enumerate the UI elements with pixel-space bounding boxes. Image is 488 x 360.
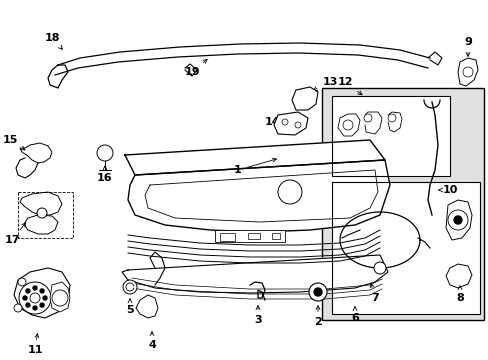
Circle shape xyxy=(282,119,287,125)
Bar xyxy=(321,88,483,320)
Circle shape xyxy=(308,283,326,301)
Circle shape xyxy=(278,180,302,204)
Circle shape xyxy=(313,288,321,296)
Text: 3: 3 xyxy=(254,306,261,325)
Text: 18: 18 xyxy=(44,33,62,49)
Polygon shape xyxy=(445,200,471,240)
Circle shape xyxy=(462,67,472,77)
Text: 6: 6 xyxy=(350,307,358,323)
Polygon shape xyxy=(273,112,307,135)
Circle shape xyxy=(447,210,467,230)
Polygon shape xyxy=(20,192,62,215)
Polygon shape xyxy=(24,215,58,234)
Circle shape xyxy=(123,280,137,294)
Polygon shape xyxy=(125,140,384,175)
Text: 11: 11 xyxy=(27,334,42,355)
Text: 9: 9 xyxy=(463,37,471,56)
Bar xyxy=(220,233,235,241)
Circle shape xyxy=(26,303,30,307)
Text: 15: 15 xyxy=(2,135,25,150)
Polygon shape xyxy=(337,114,359,136)
Text: 8: 8 xyxy=(455,286,463,303)
Text: 1: 1 xyxy=(234,158,276,175)
Circle shape xyxy=(26,289,30,293)
Text: 12: 12 xyxy=(337,77,361,95)
Bar xyxy=(247,233,260,239)
Circle shape xyxy=(33,306,37,310)
Text: 13: 13 xyxy=(313,77,337,90)
Text: 7: 7 xyxy=(369,284,378,303)
Bar xyxy=(271,233,280,239)
Polygon shape xyxy=(20,143,52,163)
Circle shape xyxy=(33,286,37,290)
Polygon shape xyxy=(122,255,387,293)
Bar xyxy=(331,182,479,314)
Circle shape xyxy=(294,122,301,128)
Circle shape xyxy=(43,296,47,300)
Circle shape xyxy=(18,278,26,286)
Polygon shape xyxy=(50,282,70,312)
Circle shape xyxy=(19,282,51,314)
Polygon shape xyxy=(136,295,158,318)
Circle shape xyxy=(23,296,27,300)
Circle shape xyxy=(40,303,44,307)
Polygon shape xyxy=(457,58,477,86)
Text: 10: 10 xyxy=(438,185,457,195)
Circle shape xyxy=(363,114,371,122)
Polygon shape xyxy=(128,160,389,232)
Circle shape xyxy=(342,120,352,130)
Bar xyxy=(18,192,73,238)
Polygon shape xyxy=(445,264,471,288)
Polygon shape xyxy=(16,158,38,178)
Text: 17: 17 xyxy=(4,223,26,245)
Circle shape xyxy=(453,216,461,224)
Text: 4: 4 xyxy=(148,332,156,350)
Circle shape xyxy=(387,114,395,122)
Text: 16: 16 xyxy=(97,166,113,183)
Text: 19: 19 xyxy=(184,59,207,77)
Bar xyxy=(215,230,285,242)
Bar xyxy=(331,96,449,176)
Circle shape xyxy=(373,262,385,274)
Text: 5: 5 xyxy=(126,299,134,315)
Polygon shape xyxy=(291,87,317,110)
Text: 14: 14 xyxy=(264,117,279,127)
Circle shape xyxy=(40,289,44,293)
Text: 2: 2 xyxy=(313,306,321,327)
Circle shape xyxy=(30,293,40,303)
Circle shape xyxy=(97,145,113,161)
Circle shape xyxy=(52,290,68,306)
Circle shape xyxy=(37,208,47,218)
Circle shape xyxy=(14,304,22,312)
Polygon shape xyxy=(14,268,70,318)
